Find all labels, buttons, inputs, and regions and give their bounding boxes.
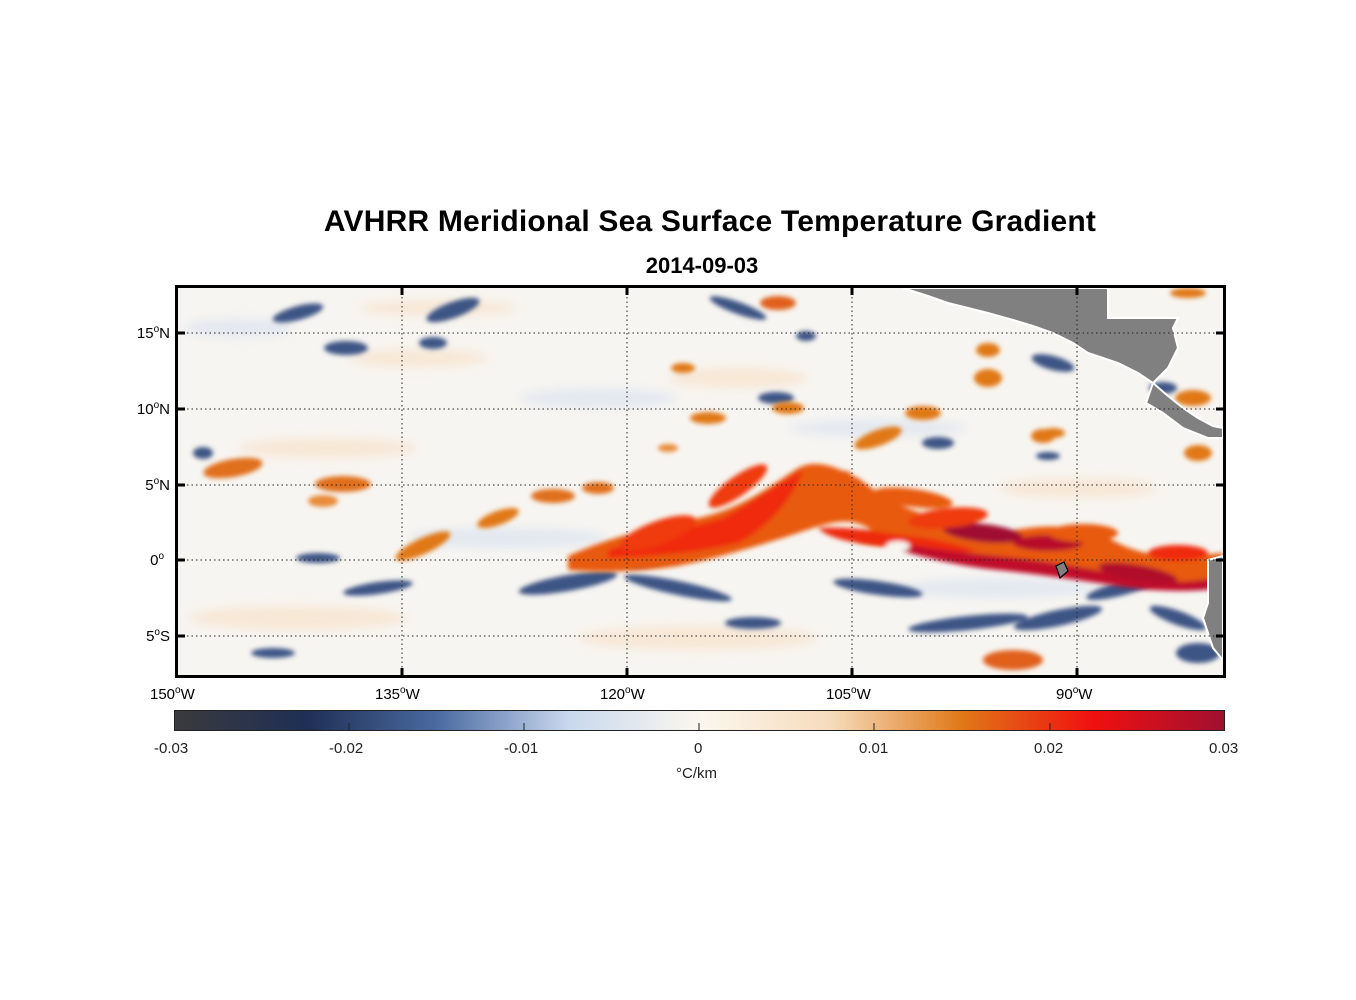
colorbar-tick-label: 0.03 xyxy=(1209,740,1239,757)
chart-title: AVHRR Meridional Sea Surface Temperature… xyxy=(323,205,1097,238)
colorbar-tick-label: -0.03 xyxy=(154,740,189,757)
colorbar-tick-label: 0.02 xyxy=(1034,740,1064,757)
graticule xyxy=(178,288,1223,675)
lat-label-5n: 5oN xyxy=(145,476,170,494)
frame-ticks xyxy=(178,288,1223,675)
lon-label-90w: 90oW xyxy=(1056,685,1093,703)
lat-label-15n: 15oN xyxy=(136,324,170,342)
lat-label-10n: 10oN xyxy=(136,400,170,418)
chart-date: 2014-09-03 xyxy=(645,253,759,278)
colorbar-unit: °C/km xyxy=(676,765,717,782)
lon-label-120w: 120oW xyxy=(600,685,645,703)
lon-label-150w: 150oW xyxy=(150,685,195,703)
sst-gradient-field xyxy=(178,288,1223,675)
colorbar-tick-label: -0.02 xyxy=(329,740,364,757)
south-america-land xyxy=(1201,554,1223,662)
map-panel xyxy=(175,285,1226,678)
colorbar-tick-label: 0.01 xyxy=(859,740,889,757)
colorbar-ticks xyxy=(348,723,1051,731)
lat-label-5s: 5oS xyxy=(146,627,170,645)
lon-label-105w: 105oW xyxy=(826,685,871,703)
galapagos-land xyxy=(1055,561,1069,580)
lat-label-equator: 0o xyxy=(150,551,164,569)
colorbar-tick-label: 0 xyxy=(694,740,703,757)
lon-label-135w: 135oW xyxy=(375,685,420,703)
colorbar-tick-label: -0.01 xyxy=(504,740,539,757)
central-america-land xyxy=(902,288,1223,439)
